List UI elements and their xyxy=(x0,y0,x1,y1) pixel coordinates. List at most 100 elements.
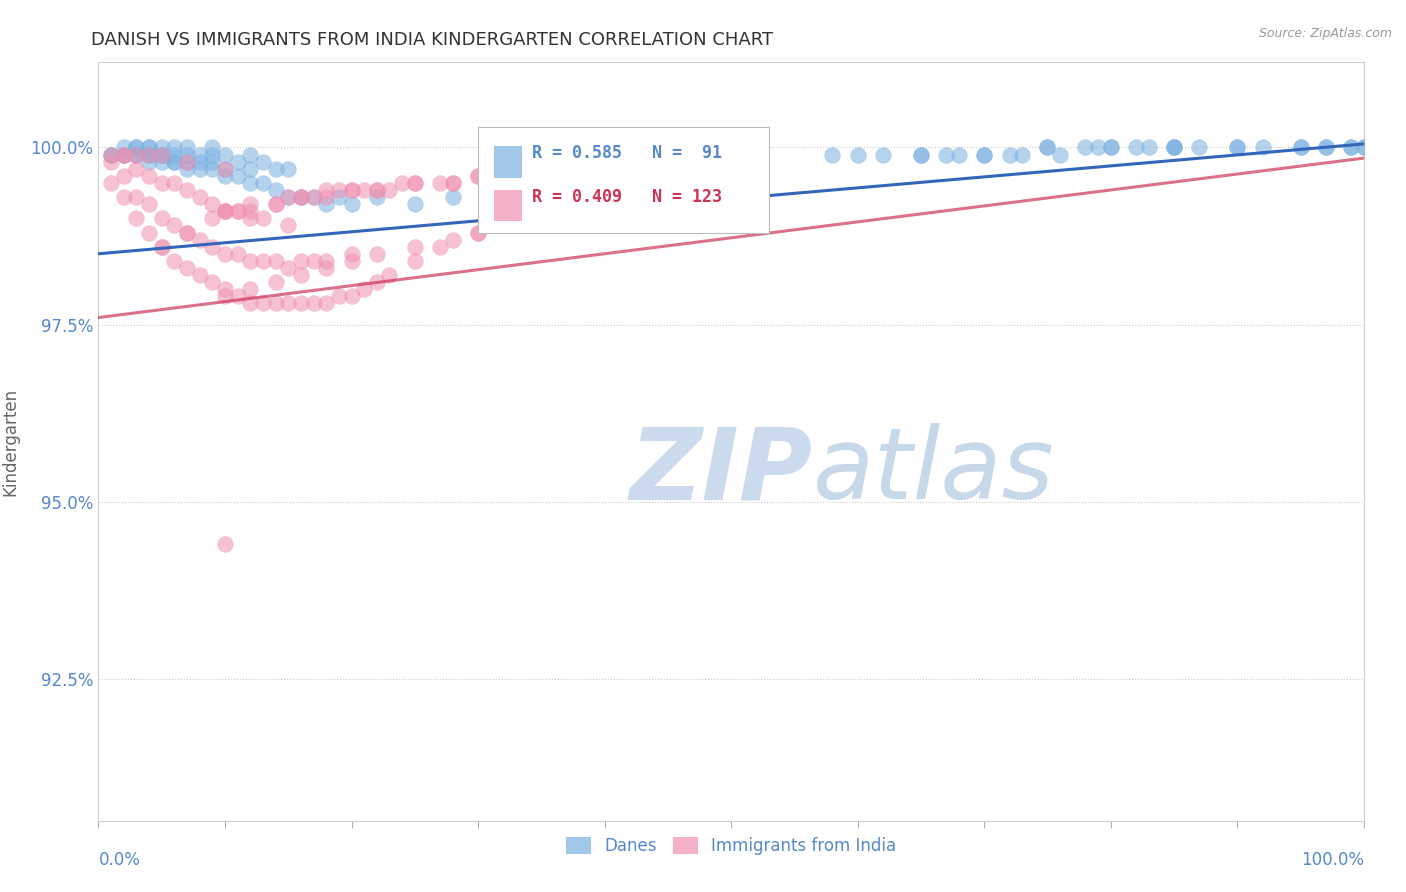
Point xyxy=(176,260,198,275)
Text: R = 0.409   N = 123: R = 0.409 N = 123 xyxy=(533,187,723,206)
Point xyxy=(176,183,198,197)
Point xyxy=(239,282,262,296)
Point xyxy=(138,169,160,183)
Point xyxy=(277,296,299,310)
Point xyxy=(1163,140,1185,154)
Point xyxy=(1011,147,1033,161)
Point xyxy=(302,296,325,310)
Point xyxy=(631,154,654,169)
Point xyxy=(378,183,401,197)
Point xyxy=(112,147,135,161)
Point xyxy=(125,190,148,204)
Point xyxy=(214,204,236,219)
Point xyxy=(568,161,591,176)
Point xyxy=(150,211,173,226)
Point xyxy=(214,161,236,176)
Point xyxy=(150,147,173,161)
Point xyxy=(226,204,249,219)
Point xyxy=(467,226,489,240)
Point xyxy=(1163,140,1185,154)
Point xyxy=(910,147,932,161)
Point xyxy=(112,140,135,154)
Point xyxy=(315,190,337,204)
Point xyxy=(188,147,211,161)
Point xyxy=(328,190,350,204)
Text: Source: ZipAtlas.com: Source: ZipAtlas.com xyxy=(1258,27,1392,40)
Point xyxy=(239,211,262,226)
Point xyxy=(492,197,515,211)
Point xyxy=(277,219,299,233)
Point xyxy=(239,197,262,211)
Point xyxy=(150,147,173,161)
Point xyxy=(1289,140,1312,154)
Point xyxy=(239,253,262,268)
Point xyxy=(290,190,312,204)
Point xyxy=(404,253,426,268)
Point xyxy=(441,190,464,204)
Point xyxy=(543,211,565,226)
Point xyxy=(264,275,287,289)
Point xyxy=(264,296,287,310)
Point xyxy=(125,147,148,161)
Point xyxy=(315,183,337,197)
Point xyxy=(302,190,325,204)
Point xyxy=(214,204,236,219)
Point xyxy=(1353,140,1375,154)
Point xyxy=(543,197,565,211)
Point xyxy=(631,197,654,211)
Point xyxy=(302,253,325,268)
Point xyxy=(404,176,426,190)
Point xyxy=(214,246,236,260)
Point xyxy=(201,275,224,289)
Point xyxy=(125,147,148,161)
Point xyxy=(112,169,135,183)
Point xyxy=(593,204,616,219)
Point xyxy=(138,197,160,211)
Point xyxy=(277,190,299,204)
Point xyxy=(138,147,160,161)
Point xyxy=(872,147,894,161)
Point xyxy=(226,154,249,169)
Point xyxy=(441,233,464,247)
Text: 0.0%: 0.0% xyxy=(98,851,141,869)
Point xyxy=(163,154,186,169)
Point xyxy=(1087,140,1109,154)
Point xyxy=(277,190,299,204)
Point xyxy=(1125,140,1147,154)
Point xyxy=(429,240,451,254)
Point xyxy=(125,211,148,226)
Point xyxy=(315,296,337,310)
Point xyxy=(201,154,224,169)
Point xyxy=(366,183,388,197)
Point xyxy=(125,140,148,154)
Point xyxy=(366,183,388,197)
Point xyxy=(201,140,224,154)
Point xyxy=(239,161,262,176)
Point xyxy=(530,169,553,183)
Point xyxy=(201,211,224,226)
Point xyxy=(340,183,363,197)
Point xyxy=(239,204,262,219)
Point xyxy=(277,260,299,275)
Point xyxy=(910,147,932,161)
Point xyxy=(125,147,148,161)
Point xyxy=(340,197,363,211)
Point xyxy=(226,204,249,219)
Point xyxy=(100,147,122,161)
Point xyxy=(1099,140,1122,154)
Point xyxy=(150,176,173,190)
Point xyxy=(290,296,312,310)
Point xyxy=(176,226,198,240)
Point xyxy=(973,147,995,161)
Point xyxy=(239,147,262,161)
Point xyxy=(138,140,160,154)
Point xyxy=(1049,147,1071,161)
Point xyxy=(340,183,363,197)
Point xyxy=(505,169,527,183)
Point xyxy=(188,154,211,169)
Point xyxy=(112,147,135,161)
Point xyxy=(290,190,312,204)
Point xyxy=(138,140,160,154)
Point xyxy=(264,161,287,176)
Point xyxy=(176,154,198,169)
